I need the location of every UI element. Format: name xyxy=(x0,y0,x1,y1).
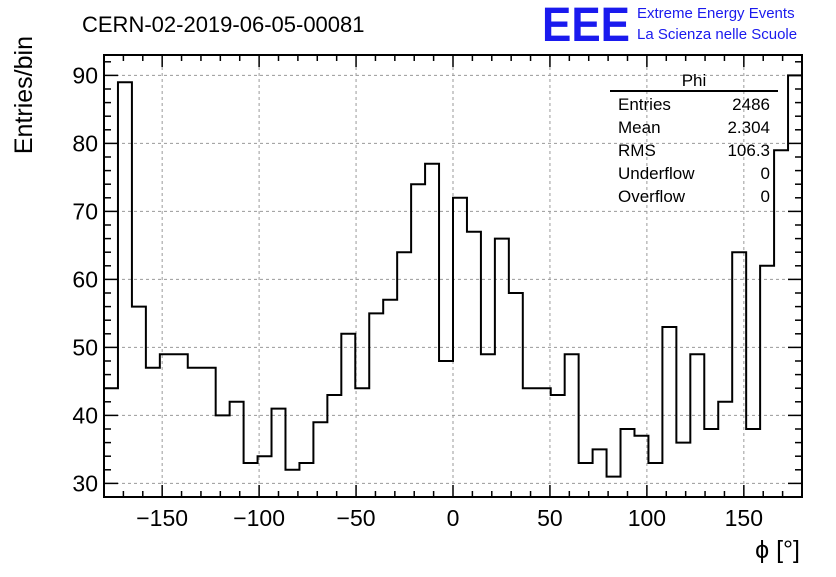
stats-label-entries: Entries xyxy=(618,95,671,114)
stats-label-overflow: Overflow xyxy=(618,187,686,206)
stats-value-rms: 106.3 xyxy=(727,141,770,160)
x-axis-label: ϕ [°] xyxy=(755,536,800,564)
stats-box-title: Phi xyxy=(682,71,707,90)
y-tick-label: 30 xyxy=(72,470,98,496)
y-tick-label: 90 xyxy=(72,62,98,88)
x-tick-label: −100 xyxy=(233,505,285,531)
stats-value-underflow: 0 xyxy=(761,164,770,183)
y-axis-label: Entries/bin xyxy=(10,36,38,154)
x-tick-label: 150 xyxy=(725,505,763,531)
y-tick-label: 40 xyxy=(72,402,98,428)
stats-value-overflow: 0 xyxy=(761,187,770,206)
y-tick-label: 80 xyxy=(72,130,98,156)
y-tick-label: 60 xyxy=(72,266,98,292)
y-tick-label: 50 xyxy=(72,334,98,360)
x-tick-label: 0 xyxy=(447,505,460,531)
stats-label-mean: Mean xyxy=(618,118,661,137)
eee-logo-line2: La Scienza nelle Scuole xyxy=(637,26,797,43)
y-tick-label: 70 xyxy=(72,198,98,224)
x-tick-label: 50 xyxy=(537,505,563,531)
stats-value-entries: 2486 xyxy=(732,95,770,114)
eee-logo-line1: Extreme Energy Events xyxy=(637,5,795,22)
x-tick-label: −150 xyxy=(136,505,188,531)
stats-box: Phi Entries 2486 Mean 2.304 RMS 106.3 Un… xyxy=(610,71,778,206)
x-tick-label: 100 xyxy=(628,505,666,531)
stats-value-mean: 2.304 xyxy=(727,118,770,137)
eee-logo-text: EEE xyxy=(542,0,630,52)
chart-title: CERN-02-2019-06-05-00081 xyxy=(82,12,365,37)
axis-ticks xyxy=(103,55,803,497)
eee-logo: EEE Extreme Energy Events La Scienza nel… xyxy=(542,0,797,52)
histogram-line xyxy=(104,74,802,478)
x-tick-label: −50 xyxy=(337,505,376,531)
stats-label-rms: RMS xyxy=(618,141,656,160)
stats-label-underflow: Underflow xyxy=(618,164,695,183)
